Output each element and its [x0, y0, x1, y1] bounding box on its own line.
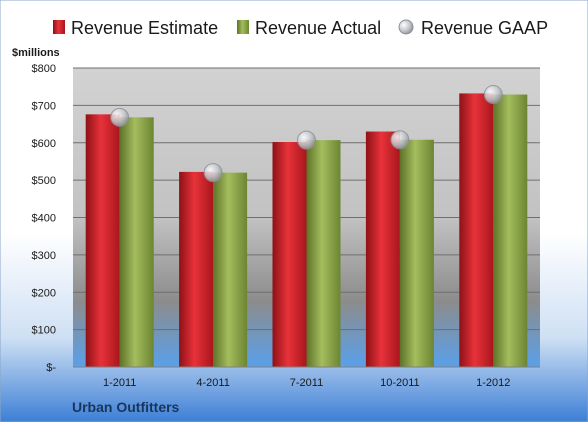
revenue-estimate-bar: [272, 142, 307, 367]
revenue-gaap-marker: [110, 107, 130, 127]
revenue-estimate-bar: [365, 131, 400, 367]
legend-label-revenue-actual: Revenue Actual: [255, 18, 381, 38]
x-axis-tick-labels: 1-2011 4-2011 7-2011 10-2011 1-2012: [103, 377, 510, 389]
revenue-estimate-bar: [459, 93, 494, 367]
y-axis-tick-labels: $- $100 $200 $300 $400 $500 $600 $700 $800: [32, 63, 57, 374]
revenue-gaap-marker: [483, 85, 503, 105]
y-tick-label: $800: [32, 63, 56, 75]
legend-swatch-revenue-actual: [237, 20, 249, 34]
revenue-gaap-marker: [203, 163, 223, 183]
y-axis-unit-label: $millions: [12, 47, 60, 59]
y-tick-label: $300: [32, 250, 56, 262]
y-tick-label: $400: [32, 213, 56, 225]
legend-swatch-revenue-estimate: [53, 20, 65, 34]
legend-label-revenue-estimate: Revenue Estimate: [71, 18, 218, 38]
y-tick-label: $600: [32, 138, 56, 150]
x-tick-label: 4-2011: [196, 377, 229, 389]
revenue-actual-bar: [119, 117, 154, 368]
revenue-actual-bar: [493, 94, 528, 367]
revenue-actual-bar: [306, 140, 341, 367]
y-tick-label: $100: [32, 325, 56, 337]
revenue-estimate-bar: [85, 114, 120, 367]
x-tick-label: 1-2012: [476, 377, 510, 389]
y-tick-label: $700: [32, 100, 56, 112]
revenue-actual-bar: [399, 139, 434, 367]
x-tick-label: 1-2011: [103, 377, 136, 389]
y-tick-label: $200: [32, 287, 56, 299]
legend-marker-revenue-gaap: [398, 19, 414, 35]
revenue-gaap-marker: [390, 130, 410, 150]
company-name: Urban Outfitters: [72, 399, 180, 415]
revenue-gaap-marker: [297, 130, 316, 150]
x-tick-label: 10-2011: [380, 377, 420, 389]
y-tick-label: $500: [32, 175, 56, 187]
revenue-actual-bar: [213, 172, 248, 367]
legend: Revenue Estimate Revenue Actual Revenue …: [53, 18, 548, 38]
bars: [85, 93, 528, 368]
x-tick-label: 7-2011: [290, 377, 323, 389]
legend-label-revenue-gaap: Revenue GAAP: [421, 18, 548, 38]
gaap-markers: [110, 85, 503, 183]
y-tick-label: $-: [46, 362, 56, 374]
revenue-estimate-bar: [179, 171, 214, 367]
